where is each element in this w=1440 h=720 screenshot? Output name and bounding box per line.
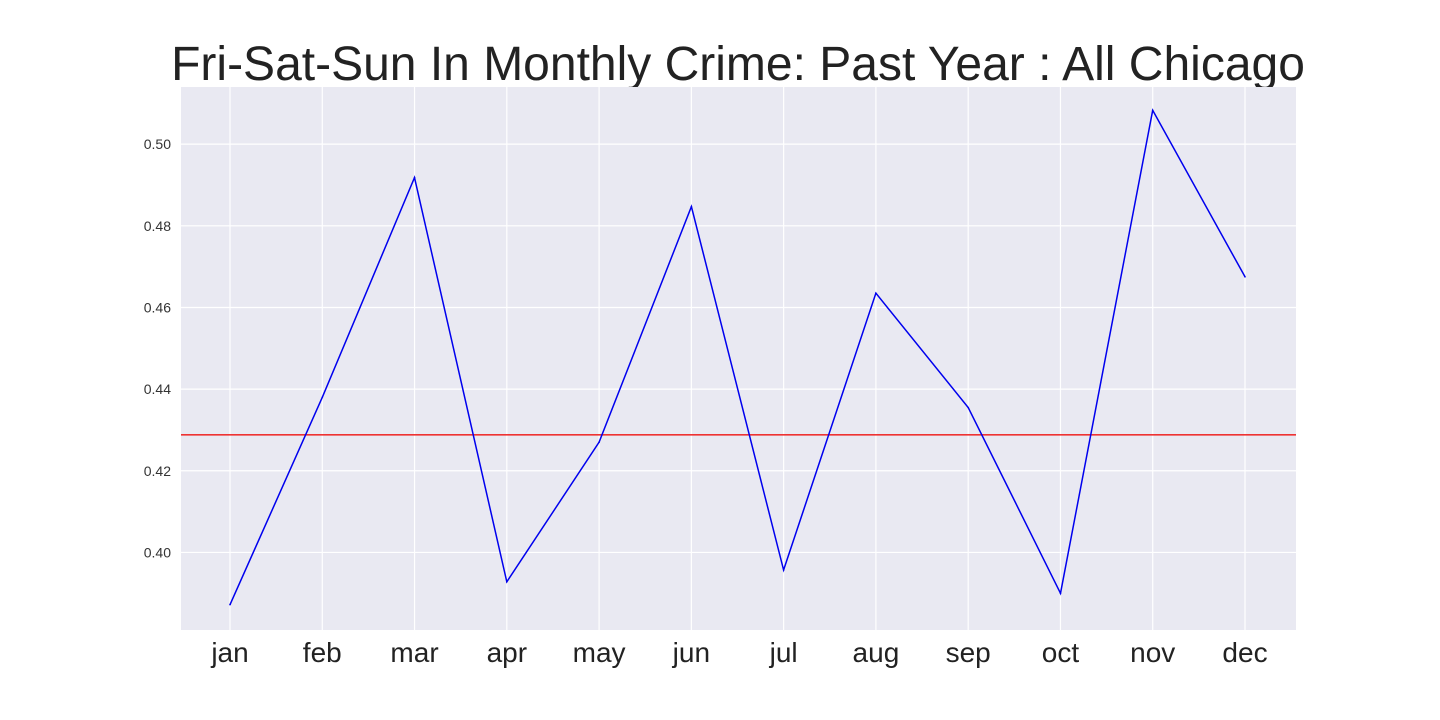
x-tick-label: oct: [1042, 637, 1080, 668]
y-tick-label: 0.46: [144, 299, 171, 315]
data-point: [229, 603, 231, 606]
x-tick-label: aug: [853, 637, 900, 668]
y-tick-label: 0.40: [144, 544, 171, 560]
data-point: [690, 205, 693, 208]
series-layer: [229, 108, 1246, 606]
y-tick-label: 0.42: [144, 463, 171, 479]
x-tick-label: dec: [1222, 637, 1267, 668]
y-tick-label: 0.44: [144, 381, 171, 397]
series-line: [229, 108, 1246, 606]
data-point: [967, 406, 969, 409]
data-point: [875, 292, 877, 294]
data-point: [782, 569, 785, 571]
y-tick-label: 0.50: [144, 136, 171, 152]
y-axis-ticks: 0.40 0.42 0.44 0.46 0.48 0.50: [144, 136, 171, 560]
y-tick-label: 0.48: [144, 218, 171, 234]
data-point: [413, 176, 416, 179]
x-tick-label: may: [573, 637, 626, 668]
x-tick-label: sep: [946, 637, 991, 668]
x-tick-label: nov: [1130, 637, 1175, 668]
data-point: [1244, 276, 1246, 278]
plot-area: [181, 87, 1296, 630]
grid: [181, 87, 1296, 630]
x-axis-ticks: jan feb mar apr may jun jul aug sep oct nov dec: [210, 637, 1267, 668]
x-tick-label: jul: [769, 637, 798, 668]
data-point: [506, 581, 508, 583]
data-point: [1059, 592, 1062, 595]
data-point: [598, 441, 600, 443]
x-tick-label: mar: [390, 637, 438, 668]
x-tick-label: feb: [303, 637, 342, 668]
chart-title: Fri-Sat-Sun In Monthly Crime: Past Year …: [171, 38, 1305, 91]
data-point: [1151, 109, 1154, 112]
x-tick-label: apr: [487, 637, 527, 668]
x-tick-label: jan: [210, 637, 248, 668]
x-tick-label: jun: [672, 637, 710, 668]
data-point: [321, 396, 324, 399]
